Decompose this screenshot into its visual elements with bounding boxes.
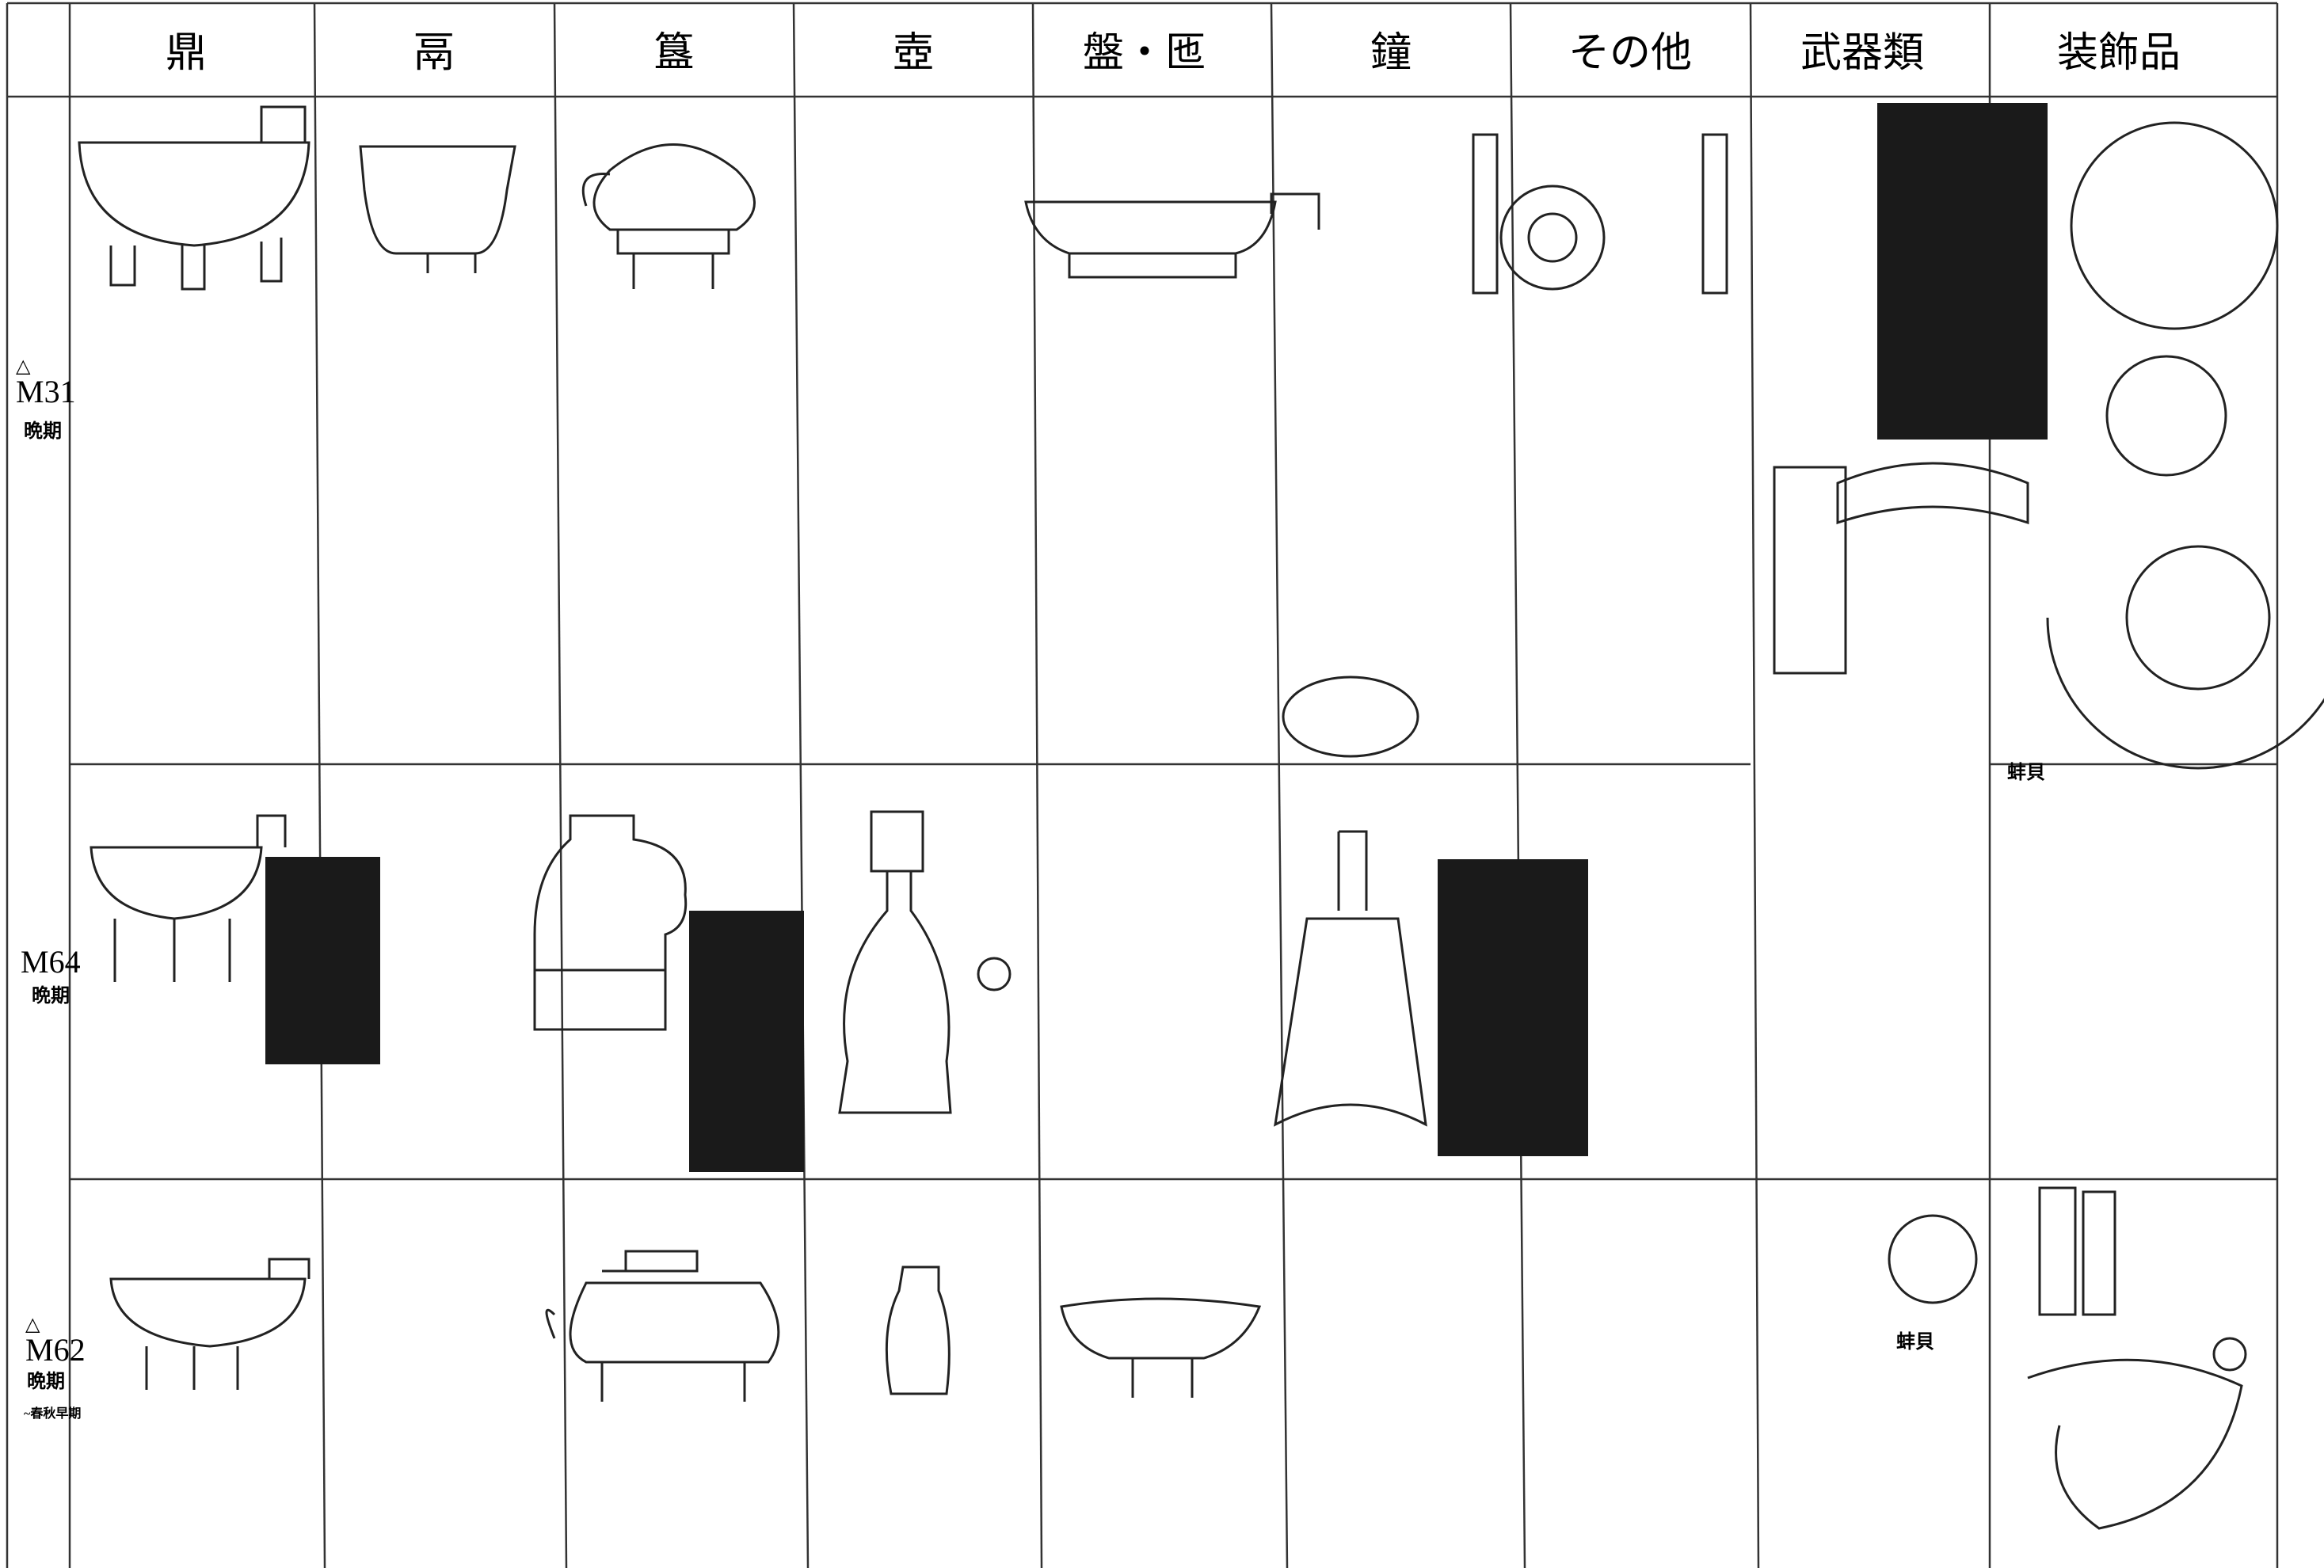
row-label: M31: [16, 374, 76, 409]
column-header: 武器類: [1800, 31, 1924, 76]
rubbing: [265, 857, 380, 1064]
rubbing: [1438, 859, 1588, 1156]
column-header: 鐘: [1370, 31, 1412, 76]
pan-vessel: [1060, 1297, 1262, 1398]
row-label: M64: [21, 944, 81, 980]
gui-vessel: [581, 143, 756, 289]
drawings: [78, 103, 2324, 1530]
hu-vessel: [838, 810, 1012, 1114]
hu-vessel: [885, 1265, 951, 1395]
ornament: [1773, 121, 2324, 770]
ding-vessel: [78, 105, 311, 291]
column-header: 壺: [893, 31, 934, 76]
rubbing: [689, 911, 804, 1172]
ding-vessel: [109, 1258, 311, 1390]
pan-vessel: [1024, 192, 1320, 279]
note: 蚌貝: [1896, 1331, 1934, 1353]
li-vessel: [359, 145, 516, 273]
row-period-range: ~春秋早期: [24, 1406, 81, 1421]
column-headers: 鼎 鬲 簋 壺 盤・匜 鐘 その他 武器類 装飾品: [166, 31, 2181, 76]
column-header: 鼎: [166, 31, 207, 76]
ornament: [1888, 1186, 2247, 1530]
row-mark: △: [16, 356, 31, 377]
row-mark: △: [25, 1315, 40, 1335]
row-period: 晩期: [32, 984, 70, 1007]
ding-vessel: [90, 814, 287, 982]
note: 蚌貝: [2007, 762, 2045, 783]
row-labels: △ M31 晩期 M64 晩期 △ M62 晩期 ~春秋早期 蚌貝 蚌貝: [16, 356, 2045, 1421]
column-header: 盤・匜: [1083, 31, 1206, 76]
row-period: 晩期: [27, 1370, 65, 1392]
column-header: 装飾品: [2057, 31, 2181, 76]
row-period: 晩期: [24, 420, 62, 442]
gui-vessel: [533, 814, 688, 1031]
gui-vessel: [545, 1250, 780, 1402]
zhong-bell: [1274, 676, 1427, 1127]
other-vessel: [1472, 133, 1728, 295]
column-header: その他: [1568, 31, 1692, 76]
weapon-plate: [1877, 103, 2048, 440]
column-header: 簋: [653, 31, 695, 76]
table-grid: [6, 2, 2279, 1568]
row-label: M62: [25, 1332, 86, 1368]
column-header: 鬲: [413, 31, 455, 76]
